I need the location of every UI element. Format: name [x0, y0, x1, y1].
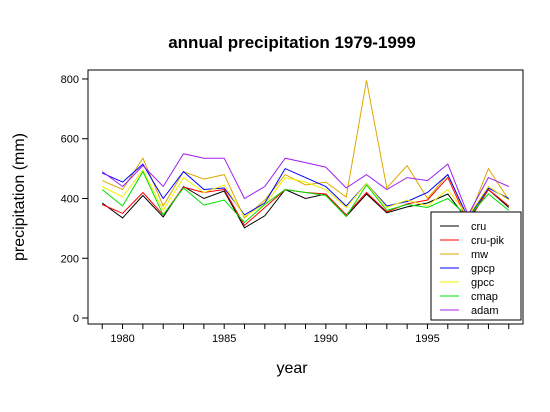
series-line-adam	[101, 153, 509, 217]
x-axis-label: year	[276, 360, 308, 377]
legend: cru cru-pik mw gpcp gpcc cmap adam	[430, 211, 522, 321]
legend-label-gpcc: gpcc	[471, 277, 495, 289]
series-line-gpcc	[101, 169, 510, 218]
y-tick-label: 200	[61, 253, 79, 265]
y-tick-label: 0	[73, 313, 79, 325]
legend-label-cru-pik: cru-pik	[471, 235, 505, 247]
y-tick-label: 800	[61, 74, 79, 86]
x-tick-label: 1980	[110, 333, 134, 345]
y-tick-label: 400	[61, 193, 79, 205]
series-line-cru	[101, 185, 510, 229]
legend-label-mw: mw	[471, 249, 488, 261]
x-tick-label: 1995	[415, 333, 439, 345]
legend-label-gpcp: gpcp	[471, 263, 495, 275]
y-axis-label: precipitation (mm)	[11, 133, 28, 261]
x-tick-label: 1985	[212, 333, 236, 345]
legend-label-cru: cru	[471, 221, 486, 233]
series-line-cmap	[101, 170, 510, 224]
x-tick-label: 1990	[314, 333, 338, 345]
series-line-mw	[102, 80, 510, 221]
y-tick-label: 600	[61, 134, 79, 146]
y-axis: 0 200 400 600 800	[61, 74, 88, 325]
legend-label-cmap: cmap	[471, 291, 498, 303]
series-lines	[101, 80, 510, 229]
legend-label-adam: adam	[471, 305, 499, 317]
chart-title: annual precipitation 1979-1999	[168, 33, 416, 52]
legend-box	[430, 211, 522, 321]
series-line-gpcp	[101, 163, 510, 219]
x-axis: 1980 1985 1990 1995	[101, 324, 510, 345]
